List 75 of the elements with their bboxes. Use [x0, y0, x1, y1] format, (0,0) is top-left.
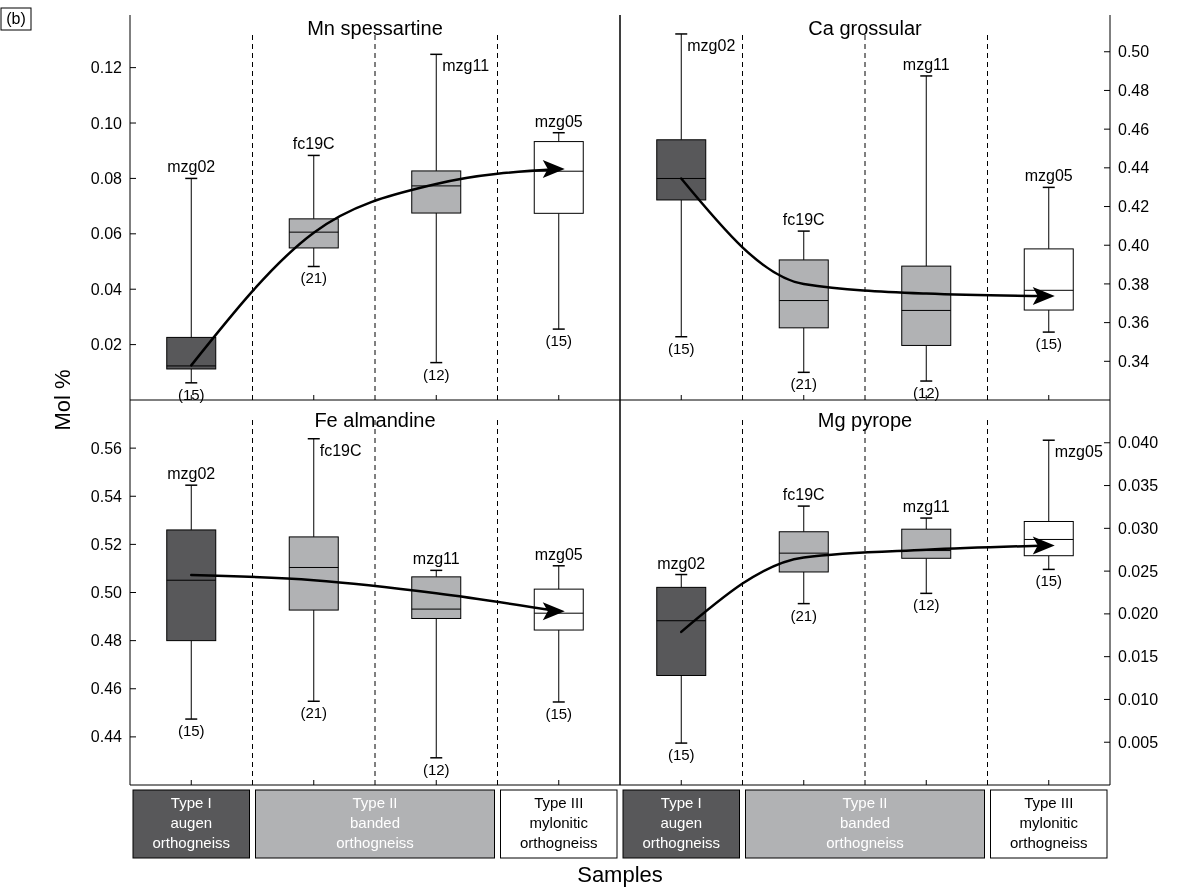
y-tick-label: 0.50 [90, 584, 123, 602]
x-tick-label: fc19C [782, 211, 825, 229]
x-tick-label: mzg05 [1024, 167, 1073, 185]
annotation: (15) [177, 722, 205, 740]
annotation: (12) [912, 596, 940, 614]
annotation: (15) [667, 746, 695, 764]
chart-title: Mn spessartine [307, 17, 443, 39]
chart-title: Fe almandine [314, 409, 436, 431]
x-tick-label: mzg02 [657, 554, 706, 572]
y-tick-label: 0.48 [90, 632, 123, 650]
y-tick-label: 0.06 [90, 225, 123, 243]
y-tick-label: 0.010 [1118, 691, 1159, 709]
x-tick-label: mzg11 [442, 57, 490, 75]
y-tick-label: 0.46 [1118, 120, 1150, 138]
y-tick-label: 0.36 [1118, 314, 1150, 332]
y-tick-label: 0.44 [90, 728, 123, 746]
x-tick-label: mzg02 [687, 36, 736, 54]
y-tick-label: 0.12 [90, 59, 123, 77]
x-tick-label: mzg05 [1054, 443, 1103, 461]
y-tick-label: 0.04 [90, 280, 123, 298]
annotation: (15) [177, 385, 205, 403]
y-tick-label: 0.02 [90, 336, 123, 354]
y-tick-label: 0.035 [1118, 477, 1159, 495]
annotation: (12) [912, 384, 940, 402]
text: Type II banded orthogneiss [336, 794, 414, 851]
annotation: (21) [790, 375, 818, 393]
y-tick-label: 0.46 [90, 680, 123, 698]
annotation: (15) [1035, 572, 1063, 590]
chart-title: Ca grossular [808, 17, 923, 39]
x-tick-label: fc19C [319, 441, 362, 459]
annotation: (21) [300, 704, 328, 722]
y-tick-label: 0.38 [1118, 275, 1150, 293]
chart-title: Mg pyrope [817, 409, 913, 431]
y-tick-label: 0.005 [1118, 733, 1159, 751]
x-tick-label: mzg05 [534, 112, 583, 130]
x-tick-label: mzg02 [167, 465, 216, 483]
x-tick-label: mzg05 [534, 545, 583, 563]
y-tick-label: 0.030 [1118, 519, 1159, 537]
annotation: (12) [422, 760, 450, 778]
annotation: (21) [300, 269, 328, 287]
text: Type III mylonitic orthogneiss [1009, 794, 1088, 851]
annotation: (15) [545, 332, 573, 350]
y-tick-label: 0.44 [1118, 159, 1150, 177]
y-tick-label: 0.10 [90, 114, 123, 132]
text: Type III mylonitic orthogneiss [519, 794, 598, 851]
y-tick-label: 0.52 [90, 535, 123, 553]
text: (b) [6, 10, 26, 27]
x-tick-label: mzg02 [167, 158, 216, 176]
text: Type II banded orthogneiss [826, 794, 904, 851]
x-tick-label: mzg11 [412, 550, 460, 568]
x-tick-label: fc19C [782, 486, 825, 504]
y-tick-label: 0.40 [1118, 236, 1150, 254]
y-tick-label: 0.50 [1118, 43, 1150, 61]
x-tick-label: mzg11 [902, 498, 950, 516]
x-axis-title: Samples [577, 862, 663, 887]
y-tick-label: 0.48 [1118, 82, 1150, 100]
x-tick-label: fc19C [292, 135, 335, 153]
y-tick-label: 0.08 [90, 170, 123, 188]
x-tick-label: mzg11 [902, 55, 950, 73]
annotation: (15) [667, 339, 695, 357]
y-tick-label: 0.020 [1118, 605, 1159, 623]
y-tick-label: 0.34 [1118, 352, 1150, 370]
text: Type I augen orthogneiss [642, 794, 721, 851]
annotation: (15) [1035, 335, 1063, 353]
annotation: (21) [790, 606, 818, 624]
y-tick-label: 0.025 [1118, 562, 1159, 580]
y-tick-label: 0.42 [1118, 198, 1150, 216]
y-axis-title: Mol % [50, 369, 75, 431]
annotation: (12) [422, 365, 450, 383]
y-tick-label: 0.56 [90, 439, 123, 457]
y-tick-label: 0.015 [1118, 648, 1159, 666]
y-tick-label: 0.54 [90, 487, 123, 505]
annotation: (15) [545, 704, 573, 722]
y-tick-label: 0.040 [1118, 434, 1159, 452]
text: Type I augen orthogneiss [152, 794, 231, 851]
